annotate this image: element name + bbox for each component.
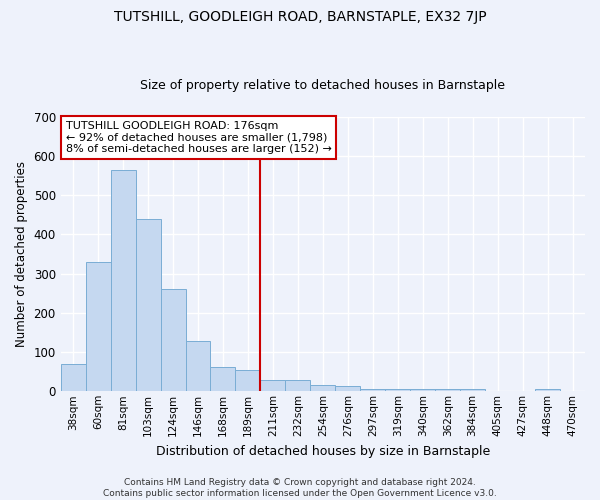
Text: TUTSHILL GOODLEIGH ROAD: 176sqm
← 92% of detached houses are smaller (1,798)
8% : TUTSHILL GOODLEIGH ROAD: 176sqm ← 92% of… (66, 121, 332, 154)
Bar (335, 386, 360, 392)
Bar (110, 170, 136, 392)
Bar (161, 290, 185, 392)
Bar (535, 390, 560, 392)
Bar (260, 380, 286, 392)
Bar (286, 380, 310, 392)
Text: Contains HM Land Registry data © Crown copyright and database right 2024.
Contai: Contains HM Land Registry data © Crown c… (103, 478, 497, 498)
X-axis label: Distribution of detached houses by size in Barnstaple: Distribution of detached houses by size … (156, 444, 490, 458)
Bar (310, 385, 335, 392)
Bar (136, 218, 161, 392)
Title: Size of property relative to detached houses in Barnstaple: Size of property relative to detached ho… (140, 79, 505, 92)
Bar (460, 390, 485, 392)
Bar (435, 390, 460, 392)
Bar (235, 370, 260, 392)
Bar (385, 390, 410, 392)
Bar (61, 364, 86, 392)
Bar (86, 262, 110, 392)
Bar (185, 341, 211, 392)
Bar (410, 390, 435, 392)
Y-axis label: Number of detached properties: Number of detached properties (15, 161, 28, 347)
Text: TUTSHILL, GOODLEIGH ROAD, BARNSTAPLE, EX32 7JP: TUTSHILL, GOODLEIGH ROAD, BARNSTAPLE, EX… (113, 10, 487, 24)
Bar (360, 390, 385, 392)
Bar (211, 366, 235, 392)
